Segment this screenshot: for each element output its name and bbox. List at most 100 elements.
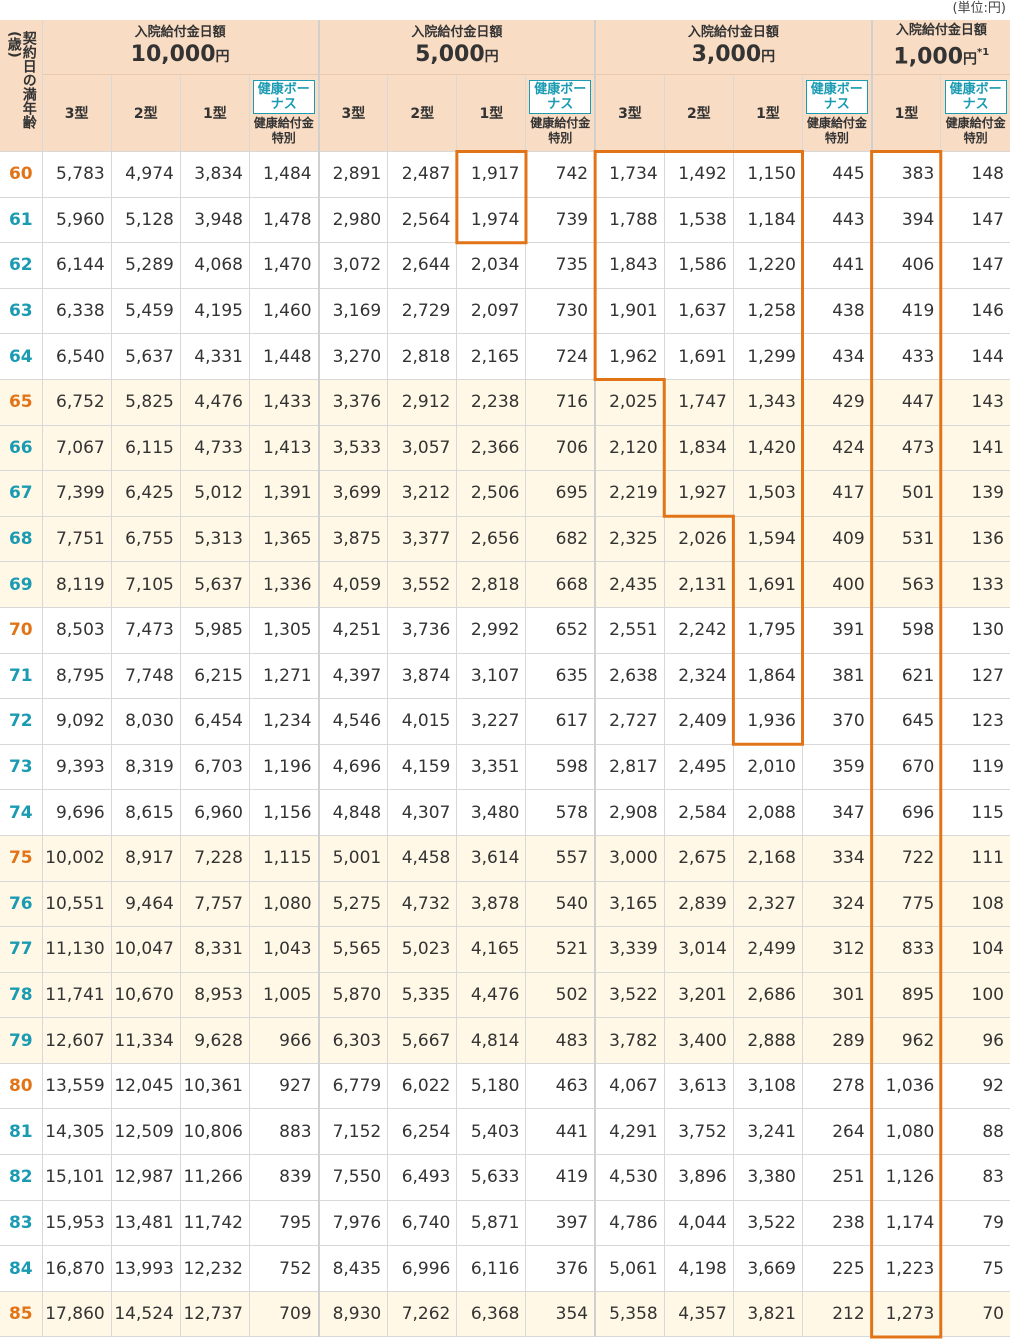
value-cell: 706: [525, 425, 597, 472]
value-cell: 3,108: [733, 1063, 804, 1110]
value-cell: 739: [525, 197, 597, 244]
value-cell: 1,196: [249, 744, 320, 791]
value-cell: 2,026: [664, 516, 734, 563]
value-cell: 1,691: [733, 561, 804, 608]
value-cell: 1,927: [664, 470, 734, 517]
value-cell: 9,696: [42, 789, 112, 836]
value-cell: 1,234: [249, 698, 320, 745]
value-cell: 3,351: [456, 744, 527, 791]
value-cell: 502: [525, 972, 597, 1019]
value-cell: 11,741: [42, 972, 112, 1019]
value-cell: 557: [525, 835, 597, 882]
value-cell: 5,335: [387, 972, 458, 1019]
value-cell: 2,165: [456, 333, 527, 380]
value-cell: 391: [802, 607, 873, 654]
value-cell: 10,551: [42, 881, 112, 928]
value-cell: 2,584: [664, 789, 734, 836]
value-cell: 8,917: [111, 835, 181, 882]
value-cell: 2,097: [456, 288, 527, 335]
value-cell: 1,637: [664, 288, 734, 335]
value-cell: 5,012: [180, 470, 250, 517]
value-cell: 1,864: [733, 653, 804, 700]
value-cell: 722: [871, 835, 942, 882]
table-row: 82 15,101 12,987 11,266 839 7,550 6,493 5,633 41…: [0, 1154, 1010, 1201]
value-cell: 433: [871, 333, 942, 380]
value-cell: 264: [802, 1108, 873, 1156]
type-3-header: 3型: [42, 74, 112, 152]
table-row: 78 11,741 10,670 8,953 1,005 5,870 5,335 4,476 5…: [0, 972, 1010, 1019]
table-row: 64 6,540 5,637 4,331 1,448 3,270 2,818 2,165 724…: [0, 333, 1010, 380]
value-cell: 6,338: [42, 288, 112, 335]
value-cell: 3,376: [318, 379, 389, 426]
table-row: 79 12,607 11,334 9,628 966 6,303 5,667 4,814 483…: [0, 1017, 1010, 1064]
value-cell: 3,699: [318, 470, 389, 517]
value-cell: 11,130: [42, 926, 112, 973]
value-cell: 3,107: [456, 653, 527, 700]
value-cell: 2,551: [595, 607, 665, 654]
value-cell: 5,313: [180, 516, 250, 563]
age-cell: 84: [0, 1245, 43, 1292]
table-row: 71 8,795 7,748 6,215 1,271 4,397 3,874 3,107 635…: [0, 653, 1010, 700]
value-cell: 927: [249, 1063, 320, 1110]
value-cell: 3,241: [733, 1108, 804, 1156]
group-amount: 3,000: [691, 42, 762, 67]
value-cell: 1,586: [664, 242, 734, 289]
table-row: 73 9,393 8,319 6,703 1,196 4,696 4,159 3,351 598…: [0, 744, 1010, 791]
value-cell: 400: [802, 561, 873, 608]
value-cell: 1,223: [871, 1245, 942, 1292]
value-cell: 10,806: [180, 1108, 250, 1156]
value-cell: 9,628: [180, 1017, 250, 1064]
value-cell: 521: [525, 926, 597, 973]
value-cell: 668: [525, 561, 597, 608]
group-amount: 5,000: [415, 42, 485, 67]
value-cell: 2,888: [733, 1017, 804, 1064]
type-1-header: 1型: [180, 74, 250, 152]
type-1-header: 1型: [871, 74, 942, 152]
value-cell: 3,057: [387, 425, 458, 472]
value-cell: 4,696: [318, 744, 389, 791]
value-cell: 5,871: [456, 1200, 527, 1247]
value-cell: 17,860: [42, 1291, 112, 1338]
value-cell: 4,307: [387, 789, 458, 836]
premium-table: 契約日の満年齢(歳) 入院給付金日額 10,000円 入院給付金日額 5,000…: [0, 20, 1010, 1338]
value-cell: 2,120: [595, 425, 665, 472]
age-cell: 61: [0, 197, 43, 244]
value-cell: 3,339: [595, 926, 665, 973]
value-cell: 3,072: [318, 242, 389, 289]
value-cell: 383: [871, 151, 942, 198]
bonus-sub-label: 健康給付金特別: [253, 116, 314, 145]
table-row: 63 6,338 5,459 4,195 1,460 3,169 2,729 2,097 730…: [0, 288, 1010, 335]
value-cell: 441: [525, 1108, 597, 1156]
value-cell: 424: [802, 425, 873, 472]
value-cell: 96: [940, 1017, 1010, 1064]
value-cell: 7,105: [111, 561, 181, 608]
age-cell: 77: [0, 926, 43, 973]
value-cell: 4,044: [664, 1200, 734, 1247]
value-cell: 6,779: [318, 1063, 389, 1110]
age-cell: 69: [0, 561, 43, 608]
bonus-sub-label: 健康給付金特別: [945, 116, 1006, 145]
value-cell: 144: [940, 333, 1010, 380]
table-row: 76 10,551 9,464 7,757 1,080 5,275 4,732 3,878 54…: [0, 881, 1010, 928]
value-cell: 5,403: [456, 1108, 527, 1156]
value-cell: 3,522: [733, 1200, 804, 1247]
value-cell: 376: [525, 1245, 597, 1292]
value-cell: 1,538: [664, 197, 734, 244]
value-cell: 70: [940, 1291, 1010, 1338]
value-cell: 598: [871, 607, 942, 654]
age-cell: 67: [0, 470, 43, 517]
value-cell: 108: [940, 881, 1010, 928]
value-cell: 238: [802, 1200, 873, 1247]
value-cell: 5,459: [111, 288, 181, 335]
value-cell: 8,930: [318, 1291, 389, 1338]
value-cell: 1,834: [664, 425, 734, 472]
type-3-header: 3型: [318, 74, 389, 152]
value-cell: 4,476: [456, 972, 527, 1019]
value-cell: 147: [940, 242, 1010, 289]
value-cell: 3,169: [318, 288, 389, 335]
value-cell: 1,503: [733, 470, 804, 517]
value-cell: 883: [249, 1108, 320, 1156]
value-cell: 3,377: [387, 516, 458, 563]
value-cell: 3,165: [595, 881, 665, 928]
value-cell: 5,128: [111, 197, 181, 244]
